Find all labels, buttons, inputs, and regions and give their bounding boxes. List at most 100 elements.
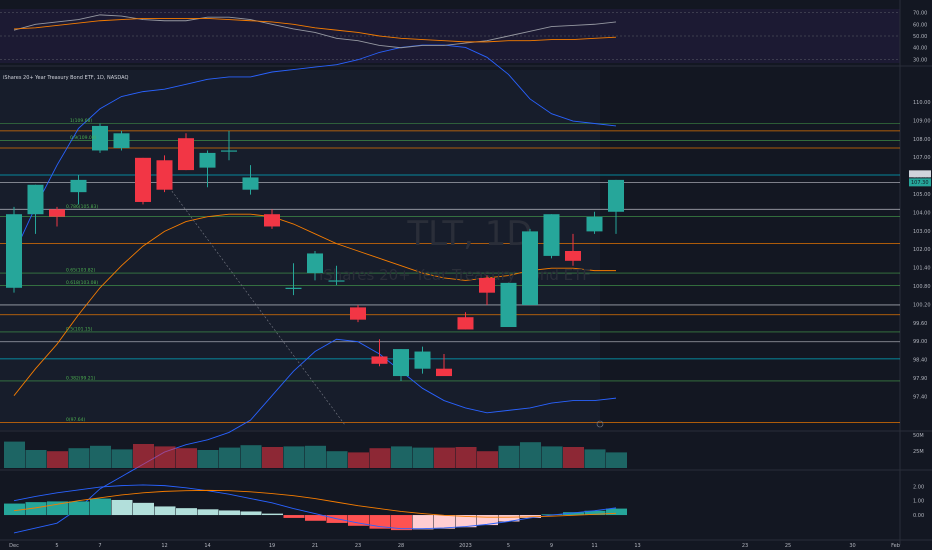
price-tick-label: 100.20 [913,302,931,308]
macd-histogram-bar [305,515,326,521]
price-tick-label: 109.00 [913,118,931,124]
volume-bar [219,447,240,468]
volume-bar [498,445,520,468]
macd-histogram-bar [434,515,455,529]
volume-bar [90,445,111,468]
macd-histogram-bar [133,502,154,516]
candle-body [221,150,237,152]
macd-tick-label: 1.00 [913,499,924,505]
volume-bar [434,447,455,468]
volume-bar [4,441,25,468]
candle-body [350,307,366,320]
volume-tick-label: 25M [913,449,924,455]
macd-histogram-bar [47,501,68,516]
horizontal-levels[interactable] [0,123,900,424]
candle-body [199,152,216,168]
time-tick-label: Feb [891,543,900,549]
bb-upper-line [13,44,617,254]
watermark-name: iShares 20+ Year Treasury Bond ETF [319,266,591,284]
macd-histogram-bar [154,506,176,516]
price-tick-label: 97.40 [913,394,927,400]
volume-bar [111,449,133,468]
price-tick-label: 99.00 [913,339,927,345]
time-tick-label: 12 [161,543,167,549]
price-axes: 70.00 60.00 50.00 40.00 30.00 110.00 109.00 108… [909,11,931,519]
candle-body [178,138,194,171]
candle-body [608,179,624,212]
symbol-header: iShares 20+ Year Treasury Bond ETF, 1D, … [3,75,128,81]
price-tick-label: 107.00 [913,155,931,161]
macd-histogram-bar [176,508,197,516]
candles[interactable] [6,123,624,381]
volume-bar [412,447,434,468]
candle-body [49,209,65,217]
watermark-ticker: TLT, 1D [406,214,532,254]
volume-bar [606,452,627,468]
price-tick-label: 99.60 [913,321,927,327]
volume-bar [47,451,68,468]
candle-body [565,251,581,261]
volume-bar [563,447,584,468]
candle-body [457,317,474,330]
fib-label: 0.65(103.82) [66,268,96,274]
price-tick-label: 100.80 [913,284,931,290]
replay-marker-icon[interactable] [596,420,604,428]
fib-labels: 1(109.68) 0.9(109.00) 0.786(105.83) 0.65(10… [66,118,98,423]
volume-bar [262,447,283,468]
price-tick-label: 105.00 [913,192,931,198]
macd-histogram-bar [4,503,25,516]
macd-pane [4,484,627,531]
rsi-grid [0,12,900,60]
fib-label: 0(97.64) [66,417,86,423]
volume-bar [541,446,563,468]
time-tick-label: 25 [785,543,791,549]
candle-body [135,157,151,202]
fib-label: 1(109.68) [70,118,92,124]
volume-bar [455,447,477,468]
time-tick-label: 9 [550,543,553,549]
candle-body [500,282,517,328]
macd-histogram-bar [111,499,133,516]
time-tick-label: Dec [9,543,19,549]
current-price-label: 107.30 [911,180,929,186]
macd-tick-label: 0.00 [913,513,924,519]
macd-line [13,484,617,530]
volume-bar [326,451,348,468]
candle-body [393,349,409,377]
volume-bar [25,450,47,468]
macd-histogram-bar [90,498,111,516]
candle-body [522,231,538,305]
macd-histogram-bar [498,515,520,522]
volume-bar [197,450,219,468]
volume-bar [348,452,369,468]
rsi-line [13,14,617,49]
volume-bar [68,448,90,468]
fib-label: 0.786(105.83) [66,204,98,210]
candle-body [92,125,108,151]
macd-histogram-bar [455,515,477,528]
volume-bar [369,448,391,468]
time-tick-label: 23 [742,543,748,549]
volume-bar [305,445,326,468]
macd-histogram-bar [197,509,219,516]
fib-label: 0.618(103.08) [66,280,98,286]
volume-bar [283,446,305,468]
time-tick-label: 13 [634,543,640,549]
price-tick-label: 110.00 [913,100,931,106]
macd-histogram-bar [219,510,240,516]
macd-histogram-bar [391,515,412,531]
rsi-tick-label: 60.00 [913,22,927,28]
fib-label: 0.382(99.21) [66,375,96,381]
bb-lower-line [13,338,617,534]
signal-line [13,489,617,518]
candle-body [414,351,431,369]
candle-body [113,133,130,149]
time-tick-label: 21 [312,543,318,549]
candle-body [264,214,280,227]
price-tick-label: 101.40 [913,266,931,272]
volume-bar [520,442,541,468]
macd-histogram-bar [477,515,498,526]
volume-tick-label: 50M [913,433,924,439]
